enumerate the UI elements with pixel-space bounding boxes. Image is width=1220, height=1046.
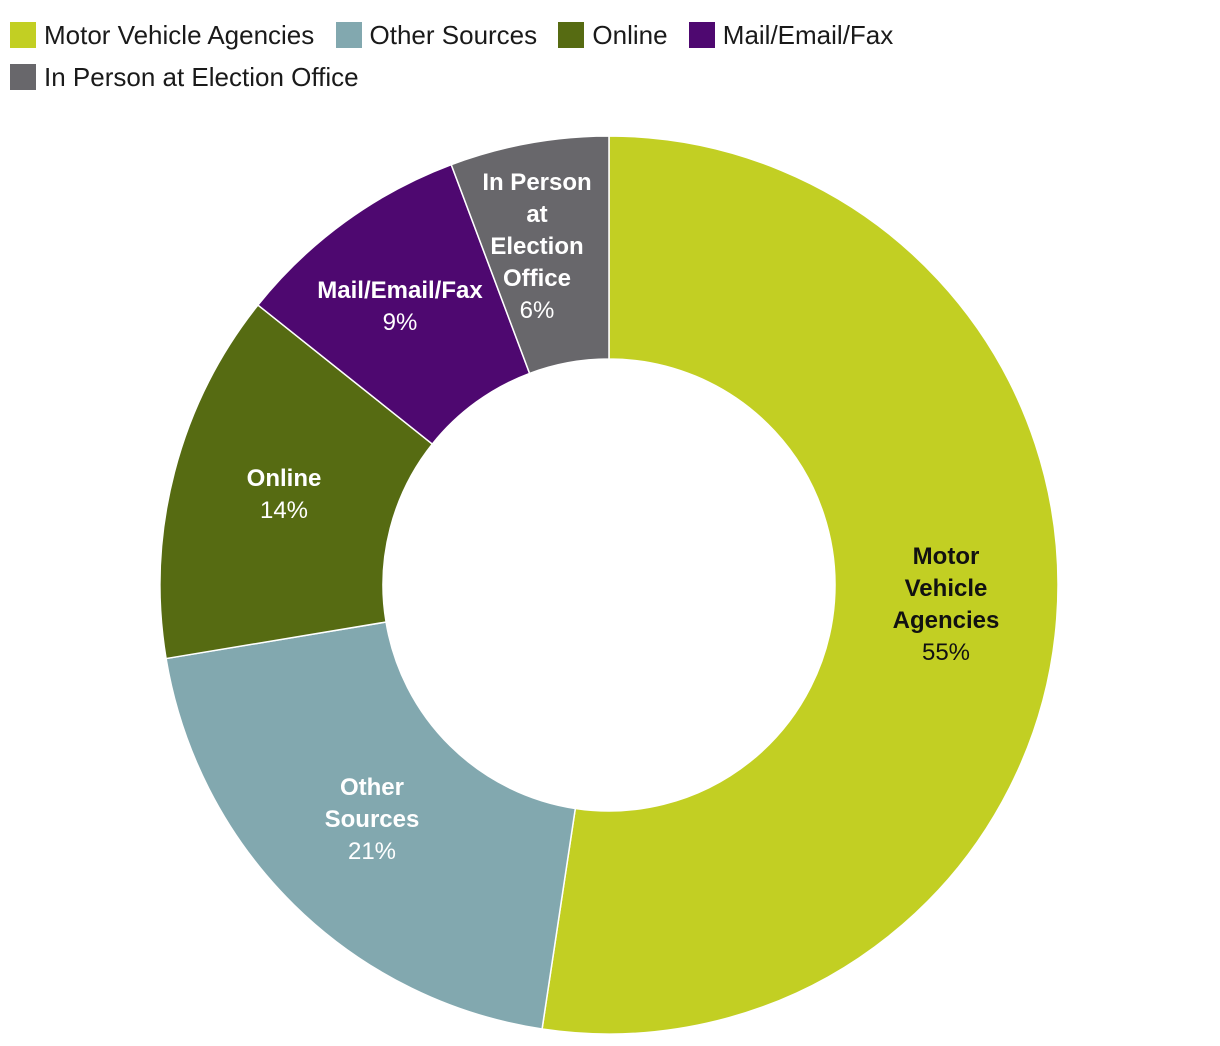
legend-swatch — [10, 64, 36, 90]
slice-label-name-line: Sources — [325, 806, 420, 833]
slice-label-motor-vehicle-agencies: Motor Vehicle Agencies 55% — [893, 543, 1000, 666]
slice-label-name-line: Mail/Email/Fax — [317, 277, 483, 304]
slice-other-sources — [165, 621, 577, 1030]
slice-value-label: 9% — [383, 309, 418, 336]
slice-label-name-line: Vehicle — [905, 575, 988, 602]
slice-label-other-sources: Other Sources 21% — [325, 774, 420, 865]
legend-item-mail-email-fax: Mail/Email/Fax — [688, 14, 894, 56]
slice-in-person-at-election-office — [450, 135, 610, 375]
legend-item-in-person: In Person at Election Office — [10, 56, 359, 98]
slice-online — [159, 303, 434, 660]
legend-item-online: Online — [558, 14, 668, 56]
slice-label-mail-email-fax: Mail/Email/Fax 9% — [317, 277, 483, 336]
slice-label-online: Online 14% — [247, 465, 322, 524]
slice-value-label: 6% — [520, 297, 555, 324]
slice-label-name-line: Other — [340, 774, 404, 801]
legend-swatch — [688, 22, 715, 48]
slice-value-label: 14% — [260, 497, 308, 524]
legend-item-other-sources: Other Sources — [335, 14, 538, 56]
slice-label-name-line: Election — [490, 233, 583, 260]
legend-label: Mail/Email/Fax — [722, 20, 894, 50]
slice-label-name-line: at — [526, 201, 547, 228]
donut-slices — [159, 135, 1059, 1035]
slice-label-name-line: Agencies — [893, 607, 1000, 634]
slice-label-name-line: Online — [247, 465, 322, 492]
slice-label-name-line: Office — [503, 265, 571, 292]
legend-label: Online — [592, 20, 668, 50]
slice-motor-vehicle-agencies — [541, 135, 1059, 1035]
slice-value-label: 21% — [348, 838, 396, 865]
chart-legend: Motor Vehicle Agencies Other Sources Onl… — [10, 14, 1215, 98]
legend-label: Motor Vehicle Agencies — [44, 20, 315, 50]
legend-label: Other Sources — [369, 20, 538, 50]
slice-label-name-line: Motor — [913, 543, 980, 570]
slice-value-label: 55% — [922, 639, 970, 666]
legend-swatch — [558, 22, 585, 48]
slice-label-name-line: In Person — [482, 169, 591, 196]
slice-labels: Motor Vehicle Agencies 55% Other Sources 21% On… — [247, 169, 1000, 865]
legend-item-motor-vehicle-agencies: Motor Vehicle Agencies — [10, 14, 314, 56]
legend-label: In Person at Election Office — [44, 62, 359, 92]
slice-label-in-person-at-election-office: In Person at Election Office 6% — [482, 169, 591, 324]
legend-swatch — [335, 22, 362, 48]
legend-swatch — [10, 22, 36, 48]
